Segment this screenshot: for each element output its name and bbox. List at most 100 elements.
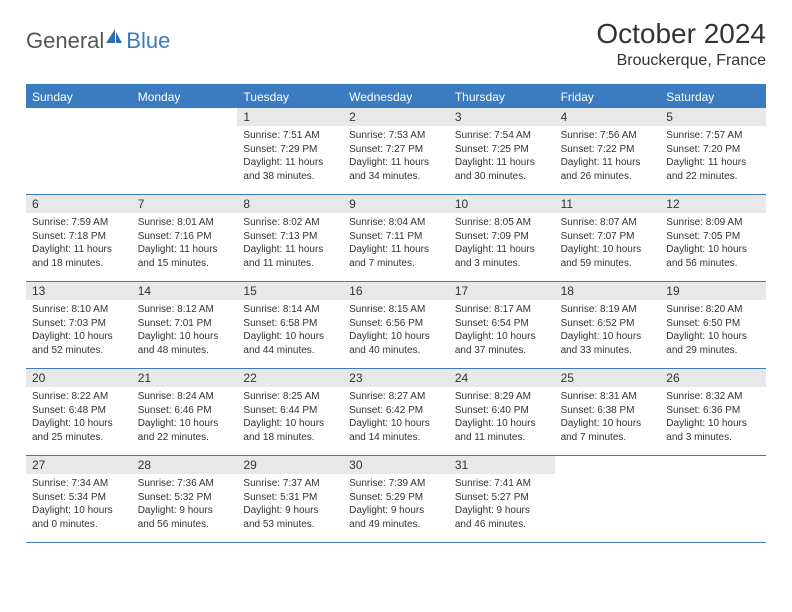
day-cell: 14Sunrise: 8:12 AMSunset: 7:01 PMDayligh… <box>132 282 238 368</box>
day-number: 19 <box>660 282 766 300</box>
day-number: 28 <box>132 456 238 474</box>
week-row: 27Sunrise: 7:34 AMSunset: 5:34 PMDayligh… <box>26 456 766 543</box>
day-number: 14 <box>132 282 238 300</box>
day-cell: . <box>660 456 766 542</box>
day-details: Sunrise: 8:27 AMSunset: 6:42 PMDaylight:… <box>343 387 449 448</box>
day-cell: 28Sunrise: 7:36 AMSunset: 5:32 PMDayligh… <box>132 456 238 542</box>
day-details: Sunrise: 8:09 AMSunset: 7:05 PMDaylight:… <box>660 213 766 274</box>
day-number: 22 <box>237 369 343 387</box>
week-row: 20Sunrise: 8:22 AMSunset: 6:48 PMDayligh… <box>26 369 766 456</box>
weeks-container: ..1Sunrise: 7:51 AMSunset: 7:29 PMDaylig… <box>26 108 766 543</box>
day-details: Sunrise: 7:59 AMSunset: 7:18 PMDaylight:… <box>26 213 132 274</box>
month-title: October 2024 <box>596 18 766 50</box>
weekday-label: Tuesday <box>237 86 343 108</box>
weekday-label: Saturday <box>660 86 766 108</box>
day-cell: 18Sunrise: 8:19 AMSunset: 6:52 PMDayligh… <box>555 282 661 368</box>
brand-part1: General <box>26 28 104 54</box>
day-number: 24 <box>449 369 555 387</box>
day-details: Sunrise: 8:17 AMSunset: 6:54 PMDaylight:… <box>449 300 555 361</box>
day-details: Sunrise: 7:54 AMSunset: 7:25 PMDaylight:… <box>449 126 555 187</box>
day-number: 16 <box>343 282 449 300</box>
weekday-label: Friday <box>555 86 661 108</box>
day-cell: 27Sunrise: 7:34 AMSunset: 5:34 PMDayligh… <box>26 456 132 542</box>
day-details: Sunrise: 7:36 AMSunset: 5:32 PMDaylight:… <box>132 474 238 535</box>
day-details: Sunrise: 8:24 AMSunset: 6:46 PMDaylight:… <box>132 387 238 448</box>
day-number: 12 <box>660 195 766 213</box>
day-number: 8 <box>237 195 343 213</box>
day-details: Sunrise: 8:05 AMSunset: 7:09 PMDaylight:… <box>449 213 555 274</box>
week-row: ..1Sunrise: 7:51 AMSunset: 7:29 PMDaylig… <box>26 108 766 195</box>
weekday-label: Monday <box>132 86 238 108</box>
location-label: Brouckerque, France <box>596 52 766 70</box>
day-number: 1 <box>237 108 343 126</box>
weekday-header-row: SundayMondayTuesdayWednesdayThursdayFrid… <box>26 86 766 108</box>
day-cell: 21Sunrise: 8:24 AMSunset: 6:46 PMDayligh… <box>132 369 238 455</box>
day-number: 6 <box>26 195 132 213</box>
brand-part2: Blue <box>126 28 170 54</box>
day-number: 26 <box>660 369 766 387</box>
day-number: 5 <box>660 108 766 126</box>
day-cell: 11Sunrise: 8:07 AMSunset: 7:07 PMDayligh… <box>555 195 661 281</box>
day-cell: 15Sunrise: 8:14 AMSunset: 6:58 PMDayligh… <box>237 282 343 368</box>
day-cell: 2Sunrise: 7:53 AMSunset: 7:27 PMDaylight… <box>343 108 449 194</box>
day-cell: . <box>132 108 238 194</box>
week-row: 6Sunrise: 7:59 AMSunset: 7:18 PMDaylight… <box>26 195 766 282</box>
day-number: 21 <box>132 369 238 387</box>
day-details: Sunrise: 7:41 AMSunset: 5:27 PMDaylight:… <box>449 474 555 535</box>
day-cell: 8Sunrise: 8:02 AMSunset: 7:13 PMDaylight… <box>237 195 343 281</box>
day-number: 3 <box>449 108 555 126</box>
day-details: Sunrise: 8:07 AMSunset: 7:07 PMDaylight:… <box>555 213 661 274</box>
day-cell: 22Sunrise: 8:25 AMSunset: 6:44 PMDayligh… <box>237 369 343 455</box>
title-block: October 2024 Brouckerque, France <box>596 18 766 70</box>
day-cell: 6Sunrise: 7:59 AMSunset: 7:18 PMDaylight… <box>26 195 132 281</box>
day-details: Sunrise: 7:53 AMSunset: 7:27 PMDaylight:… <box>343 126 449 187</box>
calendar-page: General Blue October 2024 Brouckerque, F… <box>0 0 792 561</box>
day-number: 17 <box>449 282 555 300</box>
day-cell: 19Sunrise: 8:20 AMSunset: 6:50 PMDayligh… <box>660 282 766 368</box>
day-details: Sunrise: 8:15 AMSunset: 6:56 PMDaylight:… <box>343 300 449 361</box>
day-cell: 3Sunrise: 7:54 AMSunset: 7:25 PMDaylight… <box>449 108 555 194</box>
day-details: Sunrise: 8:04 AMSunset: 7:11 PMDaylight:… <box>343 213 449 274</box>
weekday-label: Wednesday <box>343 86 449 108</box>
day-cell: 4Sunrise: 7:56 AMSunset: 7:22 PMDaylight… <box>555 108 661 194</box>
day-cell: 7Sunrise: 8:01 AMSunset: 7:16 PMDaylight… <box>132 195 238 281</box>
calendar-grid: SundayMondayTuesdayWednesdayThursdayFrid… <box>26 84 766 543</box>
day-number: 11 <box>555 195 661 213</box>
day-number: 29 <box>237 456 343 474</box>
day-number: 9 <box>343 195 449 213</box>
day-details: Sunrise: 7:56 AMSunset: 7:22 PMDaylight:… <box>555 126 661 187</box>
day-details: Sunrise: 8:01 AMSunset: 7:16 PMDaylight:… <box>132 213 238 274</box>
day-number: 30 <box>343 456 449 474</box>
day-details: Sunrise: 8:19 AMSunset: 6:52 PMDaylight:… <box>555 300 661 361</box>
day-number: 20 <box>26 369 132 387</box>
day-cell: 17Sunrise: 8:17 AMSunset: 6:54 PMDayligh… <box>449 282 555 368</box>
day-cell: 31Sunrise: 7:41 AMSunset: 5:27 PMDayligh… <box>449 456 555 542</box>
day-cell: . <box>26 108 132 194</box>
brand-logo: General Blue <box>26 18 170 54</box>
day-cell: 13Sunrise: 8:10 AMSunset: 7:03 PMDayligh… <box>26 282 132 368</box>
day-details: Sunrise: 7:39 AMSunset: 5:29 PMDaylight:… <box>343 474 449 535</box>
day-cell: . <box>555 456 661 542</box>
day-cell: 16Sunrise: 8:15 AMSunset: 6:56 PMDayligh… <box>343 282 449 368</box>
weekday-label: Thursday <box>449 86 555 108</box>
day-cell: 23Sunrise: 8:27 AMSunset: 6:42 PMDayligh… <box>343 369 449 455</box>
day-details: Sunrise: 7:57 AMSunset: 7:20 PMDaylight:… <box>660 126 766 187</box>
day-details: Sunrise: 8:20 AMSunset: 6:50 PMDaylight:… <box>660 300 766 361</box>
day-cell: 30Sunrise: 7:39 AMSunset: 5:29 PMDayligh… <box>343 456 449 542</box>
day-details: Sunrise: 8:25 AMSunset: 6:44 PMDaylight:… <box>237 387 343 448</box>
day-details: Sunrise: 7:51 AMSunset: 7:29 PMDaylight:… <box>237 126 343 187</box>
day-details: Sunrise: 8:32 AMSunset: 6:36 PMDaylight:… <box>660 387 766 448</box>
week-row: 13Sunrise: 8:10 AMSunset: 7:03 PMDayligh… <box>26 282 766 369</box>
day-number: 13 <box>26 282 132 300</box>
day-number: 7 <box>132 195 238 213</box>
day-number: 25 <box>555 369 661 387</box>
day-number: 15 <box>237 282 343 300</box>
day-number: 18 <box>555 282 661 300</box>
day-details: Sunrise: 7:34 AMSunset: 5:34 PMDaylight:… <box>26 474 132 535</box>
day-number: 2 <box>343 108 449 126</box>
day-cell: 29Sunrise: 7:37 AMSunset: 5:31 PMDayligh… <box>237 456 343 542</box>
day-cell: 5Sunrise: 7:57 AMSunset: 7:20 PMDaylight… <box>660 108 766 194</box>
day-details: Sunrise: 8:31 AMSunset: 6:38 PMDaylight:… <box>555 387 661 448</box>
day-cell: 20Sunrise: 8:22 AMSunset: 6:48 PMDayligh… <box>26 369 132 455</box>
day-cell: 25Sunrise: 8:31 AMSunset: 6:38 PMDayligh… <box>555 369 661 455</box>
